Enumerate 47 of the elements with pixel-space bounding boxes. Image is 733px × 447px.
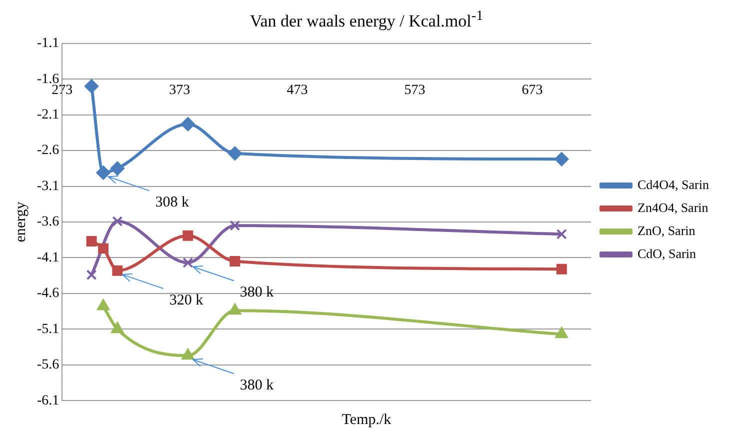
- annotation: 308 k: [155, 194, 190, 211]
- x-tick-label: 473: [286, 83, 308, 98]
- chart-title: Van der waals energy / Kcal.mol$^{-1}$: [248, 8, 484, 32]
- annotation: 380 k: [240, 284, 274, 301]
- y-tick-label: -4.6: [36, 286, 60, 302]
- y-tick-label: -3.6: [36, 214, 60, 230]
- point: [112, 265, 123, 276]
- point: [86, 270, 97, 280]
- point: [112, 216, 123, 227]
- annotation: 320 k: [169, 292, 204, 309]
- point: [555, 327, 568, 338]
- point: [111, 322, 124, 334]
- point: [110, 161, 124, 176]
- legend-label: Zn4O4, Sarin: [638, 200, 709, 215]
- y-tick-label: -5.1: [36, 322, 60, 337]
- point: [556, 228, 567, 240]
- point: [180, 117, 195, 132]
- legend-label: Cd4O4, Sarin: [638, 176, 710, 192]
- y-axis-title: energy: [12, 201, 29, 242]
- point: [86, 236, 97, 247]
- y-tick-label: -3.1: [36, 178, 60, 194]
- x-tick-label: 573: [404, 83, 426, 98]
- point: [182, 230, 194, 241]
- point: [182, 348, 194, 360]
- point: [182, 257, 194, 268]
- point: [228, 304, 242, 315]
- x-tick-label: 673: [522, 83, 543, 98]
- y-tick-label: -4.1: [36, 250, 60, 266]
- point: [97, 299, 110, 310]
- legend-label: CdO, Sarin: [638, 246, 696, 261]
- point: [228, 146, 242, 160]
- x-tick-label: 373: [169, 83, 190, 98]
- annotation: 380 k: [240, 378, 274, 394]
- y-tick-label: -2.1: [36, 108, 60, 123]
- y-tick-label: -2.6: [36, 143, 60, 158]
- point: [554, 152, 569, 166]
- y-tick-label: -1.1: [36, 36, 60, 52]
- y-tick-label: -6.1: [36, 393, 60, 408]
- point: [96, 166, 110, 180]
- x-axis-title: Temp./k: [340, 412, 392, 429]
- point: [230, 256, 240, 267]
- point: [230, 220, 240, 231]
- y-tick-label: -5.6: [36, 358, 60, 373]
- legend-label: ZnO, Sarin: [638, 222, 696, 238]
- point: [98, 243, 109, 254]
- point: [84, 79, 99, 94]
- point: [556, 264, 567, 274]
